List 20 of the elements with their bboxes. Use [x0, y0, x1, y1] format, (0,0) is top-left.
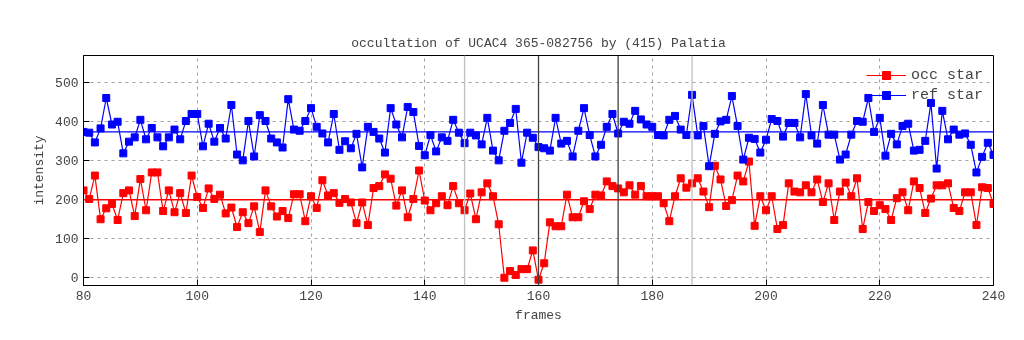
x-tick-label: 160 — [526, 288, 551, 304]
y-tick-label: 0 — [70, 271, 79, 287]
x-tick-label: 200 — [754, 288, 778, 304]
chart-title: occultation of UCAC4 365-082756 by (415) Palatia — [351, 35, 726, 51]
legend-label: occ star — [910, 66, 983, 84]
y-axis-title: intensity — [32, 135, 48, 206]
x-tick-label: 220 — [868, 288, 892, 304]
x-tick-label: 100 — [185, 288, 209, 304]
x-axis-title: frames — [515, 307, 562, 323]
y-tick-label: 300 — [55, 154, 79, 170]
x-tick-label: 80 — [75, 288, 92, 304]
x-tick-label: 120 — [299, 288, 323, 304]
y-tick-label: 500 — [55, 76, 79, 92]
x-tick-label: 240 — [981, 288, 1006, 304]
y-tick-label: 100 — [55, 232, 79, 248]
x-tick-label: 180 — [640, 288, 664, 304]
x-tick-label: 140 — [413, 288, 437, 304]
legend-label: ref star — [910, 86, 983, 104]
y-tick-label: 400 — [55, 115, 79, 131]
y-tick-label: 200 — [55, 193, 79, 209]
